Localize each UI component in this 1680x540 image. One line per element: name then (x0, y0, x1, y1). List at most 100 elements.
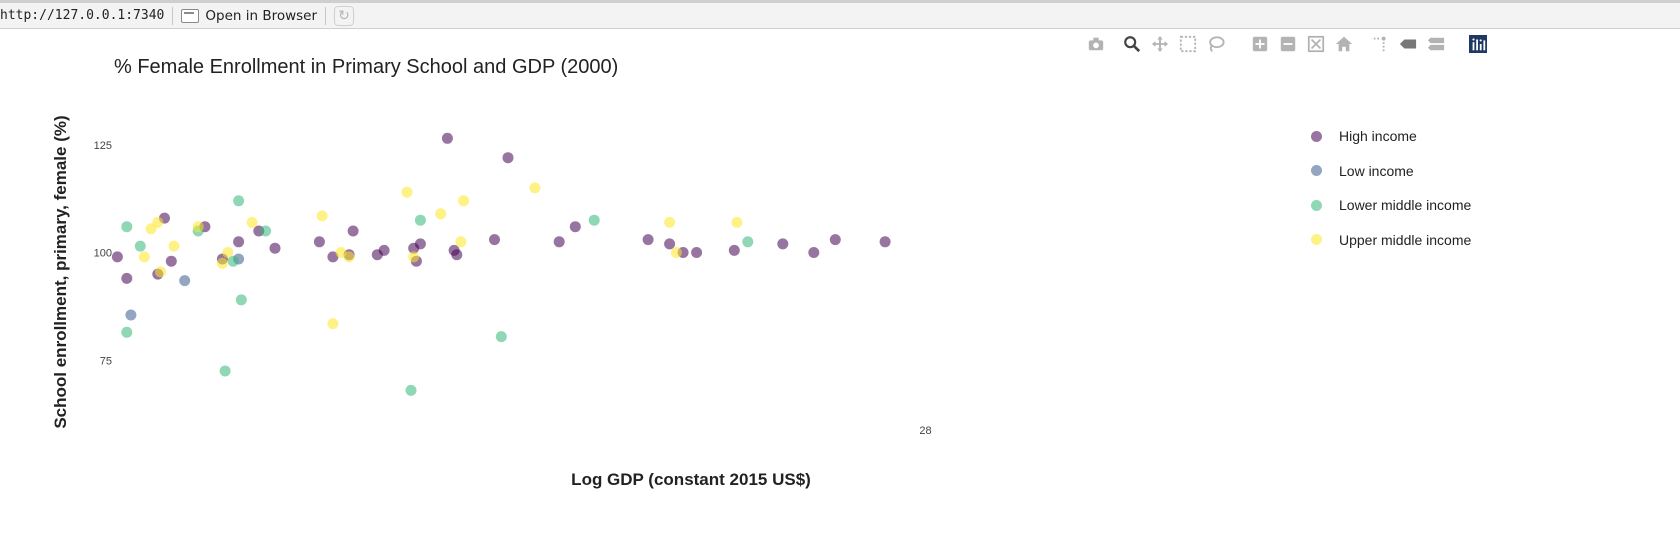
reset-axes-icon[interactable] (1334, 34, 1354, 54)
data-point[interactable] (313, 236, 325, 248)
legend-swatch (1311, 234, 1322, 245)
legend-item[interactable]: Lower middle income (1305, 197, 1471, 213)
data-point[interactable] (553, 236, 565, 248)
data-point[interactable] (378, 244, 390, 256)
toggle-spikelines-icon[interactable] (1370, 34, 1390, 54)
data-point[interactable] (401, 186, 413, 198)
autoscale-icon[interactable] (1306, 34, 1326, 54)
data-point[interactable] (219, 365, 231, 377)
data-point[interactable] (121, 221, 133, 233)
legend-label: Lower middle income (1339, 197, 1472, 213)
divider (325, 6, 327, 25)
data-point[interactable] (246, 216, 258, 228)
data-point[interactable] (111, 251, 123, 263)
data-point[interactable] (233, 236, 245, 248)
data-point[interactable] (405, 384, 417, 396)
data-point[interactable] (664, 216, 676, 228)
data-point[interactable] (664, 238, 676, 250)
open-in-browser-label: Open in Browser (205, 7, 318, 24)
data-point[interactable] (728, 244, 740, 256)
browser-bar: http://127.0.0.1:7340 Open in Browser ↻ (0, 0, 1680, 29)
data-point[interactable] (642, 234, 654, 246)
data-point[interactable] (414, 238, 426, 250)
data-point[interactable] (455, 236, 467, 248)
hover-closest-icon[interactable] (1398, 34, 1418, 54)
legend-item[interactable]: High income (1305, 128, 1417, 144)
data-point[interactable] (451, 249, 463, 261)
data-point[interactable] (435, 208, 447, 220)
series-upper-middle-income (138, 182, 743, 330)
data-point[interactable] (569, 221, 581, 233)
legend-label: Low income (1339, 162, 1414, 179)
legend-swatch (1311, 199, 1322, 211)
window-icon (181, 8, 200, 23)
divider (172, 6, 174, 25)
x-tick-label: 28 (919, 425, 931, 437)
data-point[interactable] (588, 214, 600, 226)
data-point[interactable] (316, 210, 328, 222)
data-point[interactable] (343, 251, 355, 263)
x-axis-label: Log GDP (constant 2015 US$) (571, 470, 811, 489)
data-point[interactable] (155, 266, 166, 278)
legend-swatch (1311, 165, 1322, 176)
data-point[interactable] (227, 255, 239, 267)
data-point[interactable] (731, 216, 743, 228)
data-point[interactable] (179, 275, 191, 287)
data-point[interactable] (269, 242, 281, 254)
data-point[interactable] (165, 255, 177, 267)
zoom-in-icon[interactable] (1250, 34, 1270, 54)
legend-item[interactable]: Upper middle income (1305, 232, 1471, 248)
y-tick-label: 100 (94, 248, 112, 260)
data-point[interactable] (408, 251, 420, 263)
data-point[interactable] (414, 214, 426, 226)
plotly-logo-icon[interactable] (1468, 34, 1488, 54)
y-tick-label: 75 (100, 355, 112, 367)
legend-label: High income (1339, 128, 1417, 144)
data-point[interactable] (441, 132, 453, 144)
data-point[interactable] (222, 247, 234, 258)
data-point[interactable] (879, 236, 891, 248)
data-point[interactable] (168, 240, 180, 252)
data-point[interactable] (808, 247, 820, 258)
data-point[interactable] (670, 247, 682, 258)
data-point[interactable] (335, 247, 347, 258)
data-point[interactable] (502, 152, 514, 164)
data-point[interactable] (829, 234, 841, 246)
data-point[interactable] (192, 221, 204, 233)
data-point[interactable] (529, 182, 541, 194)
data-point[interactable] (121, 326, 133, 338)
refresh-icon[interactable]: ↻ (334, 5, 355, 26)
data-point[interactable] (233, 195, 245, 207)
data-point[interactable] (121, 272, 133, 284)
open-in-browser-button[interactable]: Open in Browser (181, 8, 317, 24)
data-point[interactable] (260, 225, 272, 237)
data-point[interactable] (742, 236, 754, 248)
pan-icon[interactable] (1150, 34, 1170, 54)
data-point[interactable] (327, 318, 339, 330)
data-point[interactable] (152, 216, 164, 228)
zoom-icon[interactable] (1122, 34, 1142, 54)
data-point[interactable] (125, 309, 137, 321)
lasso-select-icon[interactable] (1206, 34, 1226, 54)
box-select-icon[interactable] (1178, 34, 1198, 54)
camera-icon[interactable] (1086, 34, 1106, 54)
data-point[interactable] (235, 294, 247, 306)
url-text[interactable]: http://127.0.0.1:7340 (0, 8, 165, 23)
data-point[interactable] (495, 331, 507, 343)
data-point[interactable] (327, 251, 339, 263)
data-point[interactable] (134, 240, 146, 252)
series-lower-middle-income (121, 195, 754, 396)
data-point[interactable] (216, 257, 228, 269)
data-point[interactable] (691, 247, 703, 258)
hover-compare-icon[interactable] (1426, 34, 1446, 54)
zoom-out-icon[interactable] (1278, 34, 1298, 54)
data-point[interactable] (347, 225, 359, 237)
data-point[interactable] (489, 234, 500, 246)
data-point[interactable] (138, 251, 150, 263)
data-point[interactable] (458, 195, 470, 207)
legend-item[interactable]: Low income (1305, 163, 1414, 179)
chart-title: % Female Enrollment in Primary School an… (114, 56, 619, 78)
legend-swatch (1311, 130, 1322, 142)
data-point[interactable] (777, 238, 789, 250)
